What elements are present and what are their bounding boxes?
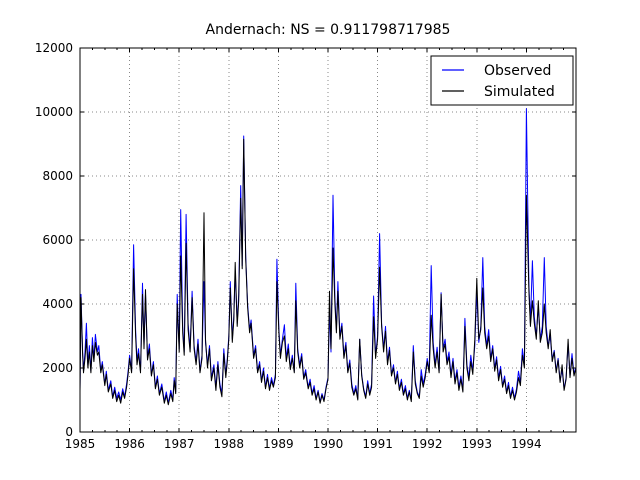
- series-layer: [79, 108, 576, 406]
- x-tick-label: 1989: [263, 437, 294, 451]
- x-tick-label: 1987: [164, 437, 195, 451]
- chart-title: Andernach: NS = 0.911798717985: [205, 22, 451, 38]
- grid-layer: [80, 48, 576, 432]
- y-tick-label: 6000: [42, 233, 73, 247]
- y-tick-label: 2000: [42, 361, 73, 375]
- y-tick-label: 4000: [42, 297, 73, 311]
- x-tick-label: 1993: [462, 437, 493, 451]
- x-tick-label: 1992: [412, 437, 443, 451]
- y-tick-label: 10000: [35, 105, 73, 119]
- y-tick-label: 8000: [42, 169, 73, 183]
- legend: Observed Simulated: [430, 55, 574, 106]
- simulated-line: [79, 138, 576, 406]
- x-tick-label: 1986: [114, 437, 145, 451]
- legend-label-observed: Observed: [484, 63, 551, 79]
- legend-label-simulated: Simulated: [484, 84, 555, 100]
- ticks-layer: [79, 47, 576, 433]
- y-tick-label: 0: [65, 425, 73, 439]
- ticklabels-layer: 1985 1986 1987 1988 1989 1990 1991 1992 1993 1994…: [35, 41, 542, 451]
- legend-box: [430, 55, 574, 106]
- x-tick-label: 1991: [362, 437, 393, 451]
- x-tick-label: 1988: [214, 437, 245, 451]
- x-tick-label: 1985: [65, 437, 96, 451]
- y-tick-label: 12000: [35, 41, 73, 55]
- x-tick-label: 1990: [313, 437, 344, 451]
- x-tick-label: 1994: [511, 437, 542, 451]
